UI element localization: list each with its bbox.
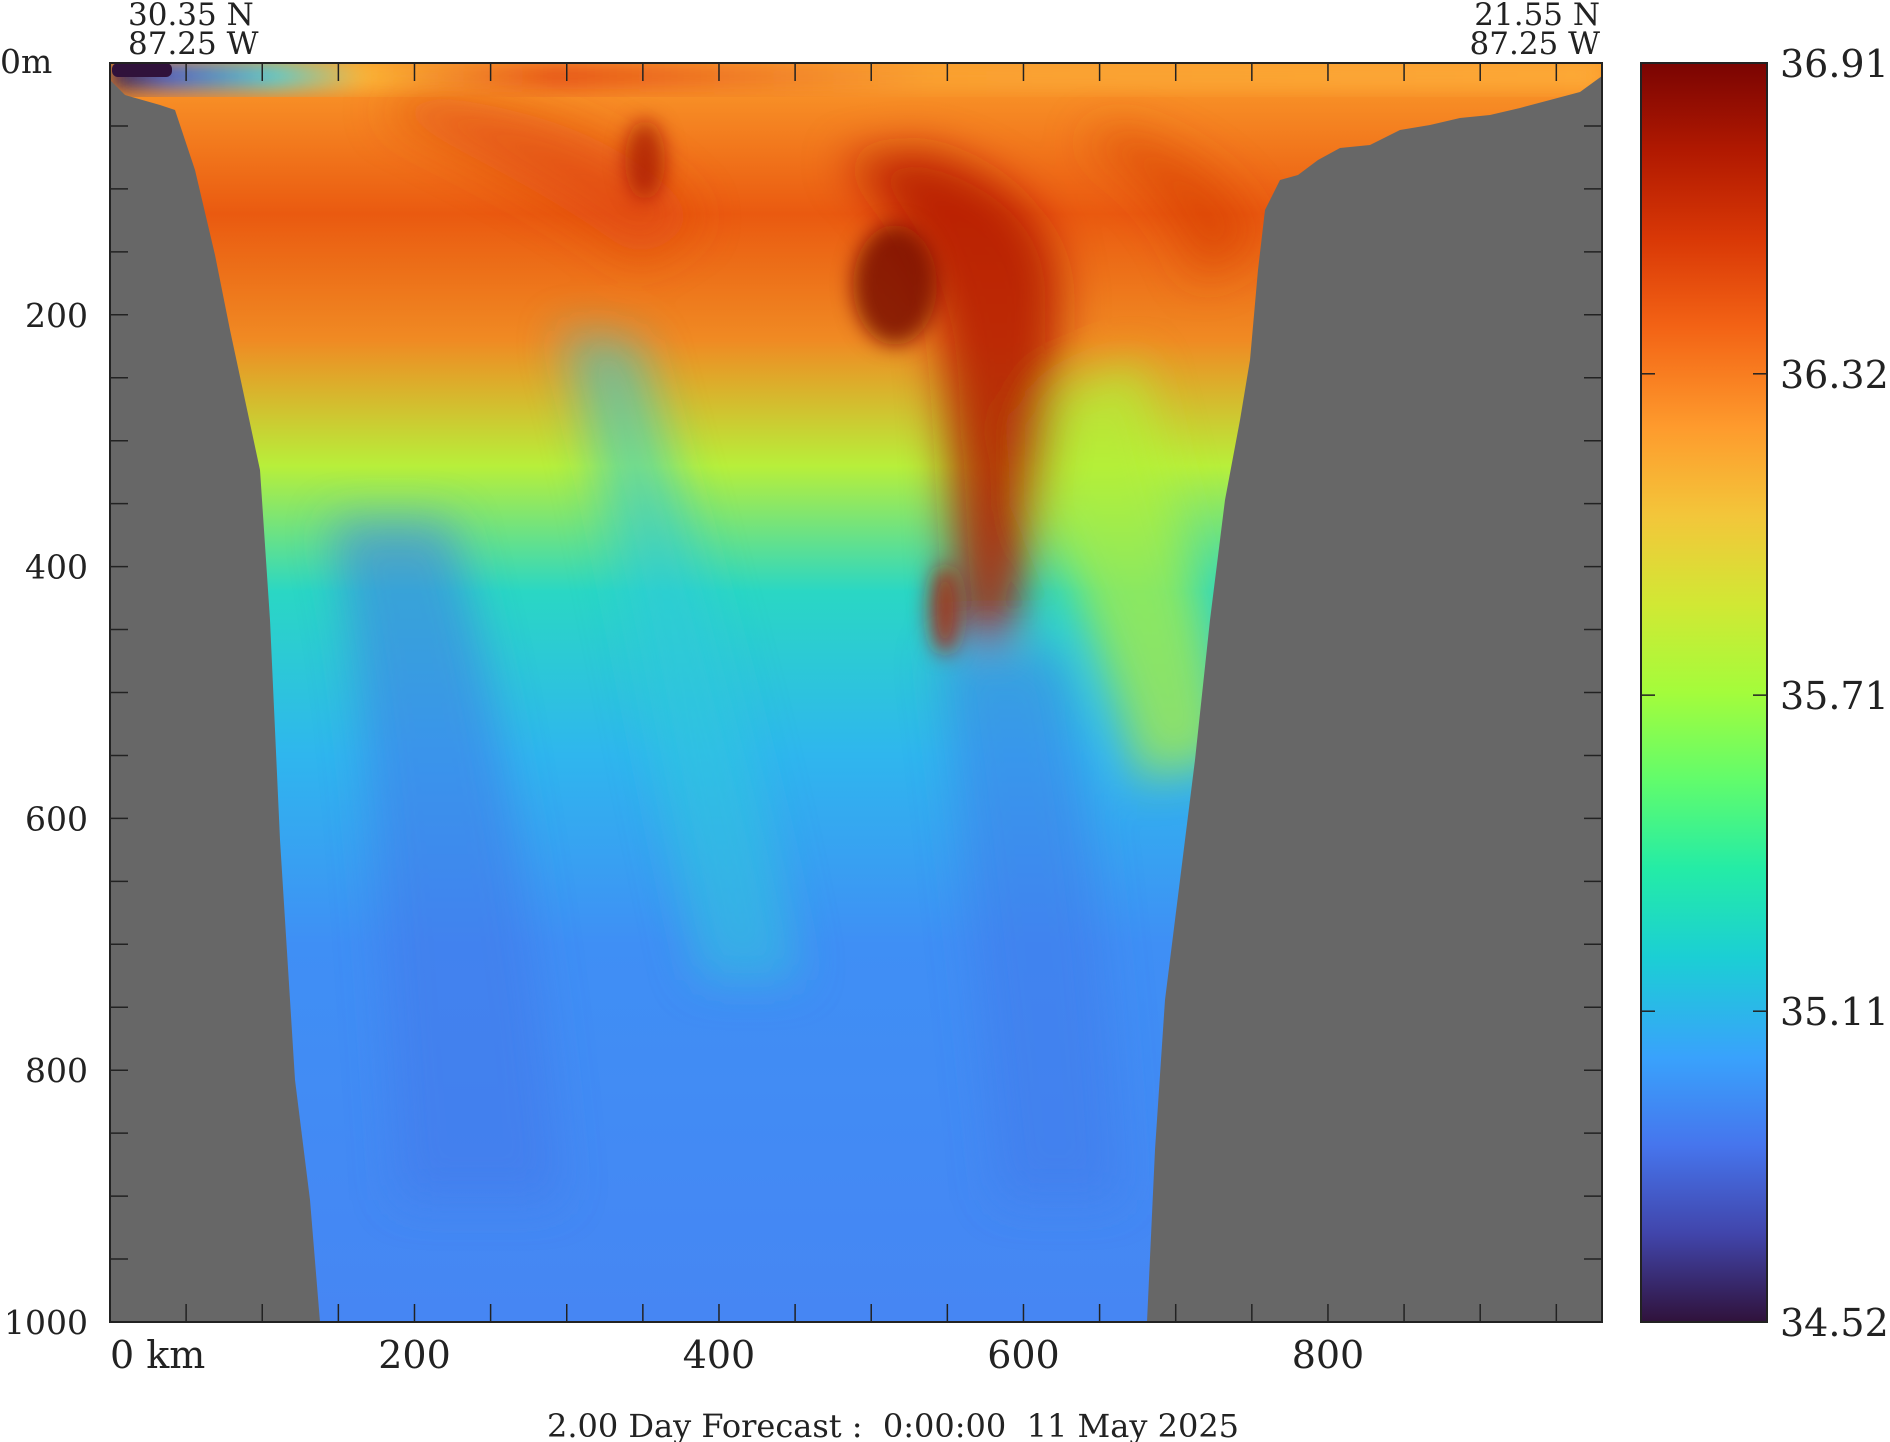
x-tick-label: 200 — [378, 1333, 451, 1377]
x-tick-label: 600 — [987, 1333, 1060, 1377]
colorbar-tick-label: 35.11 — [1780, 990, 1889, 1034]
y-tick-label: 1000 — [4, 1303, 88, 1342]
y-tick-label: 0m — [0, 42, 52, 81]
x-axis: 0 km 200 400 600 800 — [109, 63, 1558, 1377]
colorbar-tick-label: 34.52 — [1780, 1301, 1889, 1345]
x-tick-label: 400 — [683, 1333, 756, 1377]
colorbar-tick-label: 36.91 — [1780, 42, 1889, 86]
y-tick-label: 600 — [25, 799, 88, 838]
x-tick-label: 800 — [1292, 1333, 1365, 1377]
colorbar-ticks: 36.91 36.32 35.71 35.11 34.52 — [1641, 42, 1889, 1345]
x-tick-label: 0 km — [110, 1333, 205, 1377]
colorbar-tick-label: 35.71 — [1780, 674, 1889, 718]
end-lon-label: 87.25 W — [1470, 26, 1601, 62]
colorbar-tick-label: 36.32 — [1780, 353, 1889, 397]
start-lon-label: 87.25 W — [128, 26, 259, 62]
y-tick-label: 200 — [25, 296, 88, 335]
start-lat-label: 30.35 N — [128, 0, 254, 33]
end-lat-label: 21.55 N — [1474, 0, 1600, 33]
land-right — [1147, 76, 1602, 1322]
salinity-field — [110, 63, 1602, 1322]
y-tick-label: 400 — [25, 548, 88, 587]
land-left — [110, 63, 320, 1322]
colorbar — [1640, 62, 1768, 1323]
y-axis: 0m 200 400 600 800 1000 — [0, 42, 1602, 1342]
forecast-caption: 2.00 Day Forecast : 0:00:00 11 May 2025 — [547, 1407, 1239, 1442]
y-tick-label: 800 — [25, 1051, 88, 1090]
